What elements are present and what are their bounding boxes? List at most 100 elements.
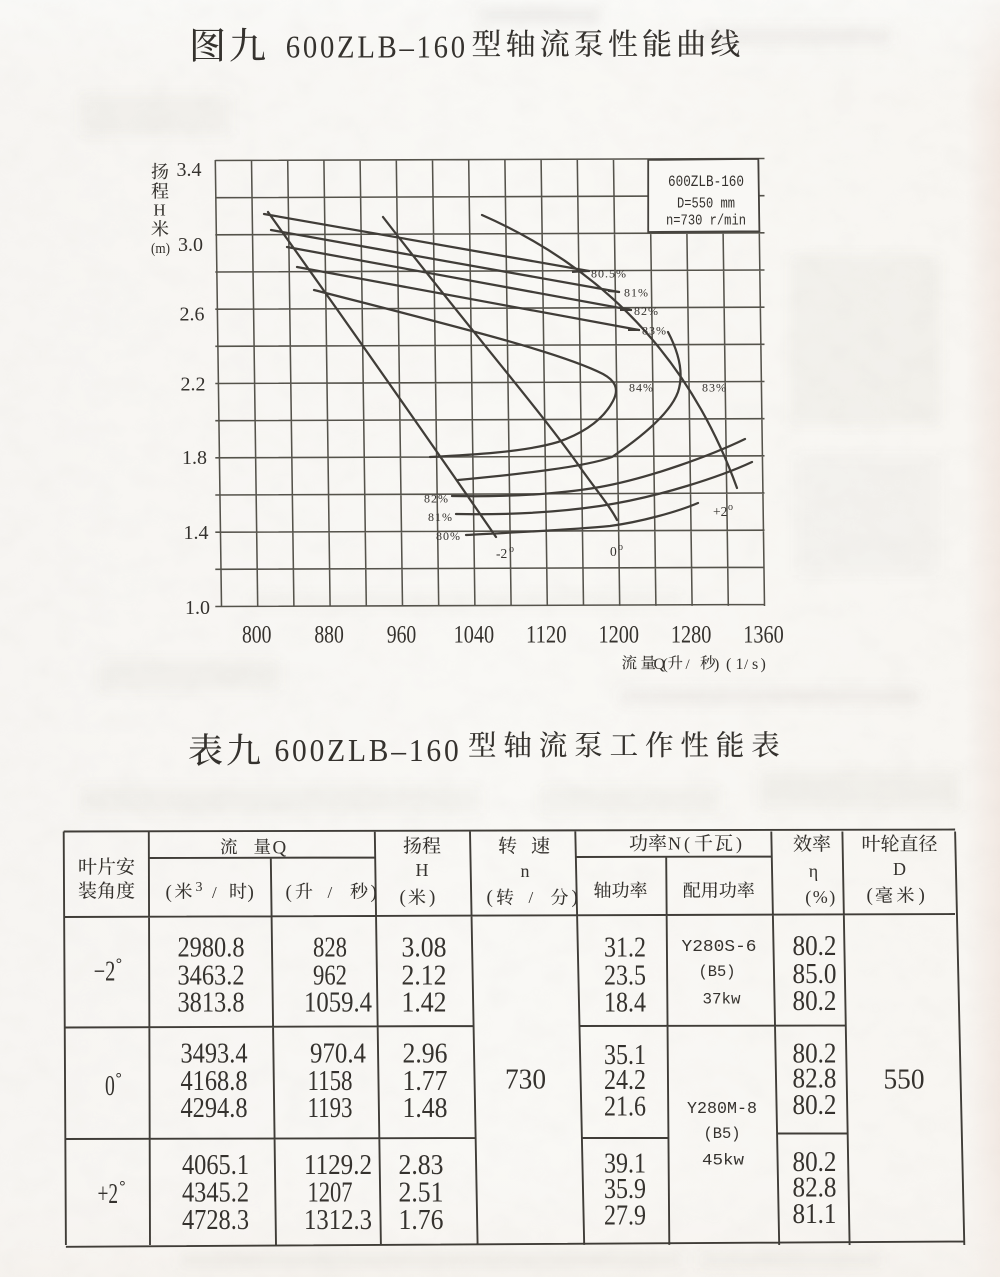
svg-text:0: 0 <box>610 544 617 559</box>
svg-text:960: 960 <box>387 622 417 649</box>
svg-text:27.9: 27.9 <box>604 1201 646 1232</box>
svg-text:(: ( <box>286 882 292 903</box>
svg-text:+2: +2 <box>98 1179 119 1210</box>
svg-text:/: / <box>744 657 749 673</box>
svg-text:n: n <box>521 861 530 881</box>
svg-text:800: 800 <box>242 622 272 649</box>
svg-text:80.5%: 80.5% <box>591 267 627 281</box>
svg-text:s: s <box>752 656 758 673</box>
svg-text:): ) <box>761 656 766 673</box>
svg-text:o: o <box>728 502 733 513</box>
svg-text:828: 828 <box>313 933 347 964</box>
svg-text:): ) <box>371 882 377 903</box>
svg-text:): ) <box>429 887 435 908</box>
svg-text:2.12: 2.12 <box>402 961 447 992</box>
svg-text:n=730 r/min: n=730 r/min <box>666 214 746 230</box>
svg-text:3.08: 3.08 <box>402 933 447 964</box>
svg-text:1207: 1207 <box>308 1178 353 1209</box>
svg-text:83%: 83% <box>702 381 727 395</box>
svg-text:(: ( <box>166 882 172 903</box>
svg-text:1280: 1280 <box>671 622 712 649</box>
svg-text:81%: 81% <box>624 286 649 300</box>
svg-text:o: o <box>509 544 514 555</box>
svg-text:23.5: 23.5 <box>604 961 646 992</box>
svg-text:o: o <box>618 542 623 553</box>
svg-text:1129.2: 1129.2 <box>304 1150 372 1181</box>
svg-text:1.77: 1.77 <box>403 1066 448 1097</box>
svg-text:(B5): (B5) <box>699 963 736 981</box>
svg-text:3: 3 <box>196 880 203 895</box>
svg-text:Q: Q <box>654 656 666 673</box>
svg-text:/: / <box>529 888 534 907</box>
svg-text:(m): (m) <box>151 241 170 257</box>
svg-text:1040: 1040 <box>454 622 495 649</box>
svg-text:600ZLB-160: 600ZLB-160 <box>668 173 744 191</box>
svg-text:600ZLB–160: 600ZLB–160 <box>275 733 462 768</box>
svg-text:/: / <box>328 883 333 902</box>
svg-text:): ) <box>248 882 254 903</box>
svg-text:1193: 1193 <box>308 1093 353 1124</box>
svg-text:4065.1: 4065.1 <box>182 1150 249 1181</box>
svg-text:37kw: 37kw <box>703 991 741 1009</box>
svg-text:80.2: 80.2 <box>793 1039 837 1070</box>
svg-text:81%: 81% <box>428 510 453 524</box>
svg-text:Y280M-8: Y280M-8 <box>687 1100 757 1119</box>
svg-text:35.1: 35.1 <box>604 1040 646 1071</box>
svg-text:82%: 82% <box>634 304 659 318</box>
svg-text:962: 962 <box>313 961 347 992</box>
svg-text:2.83: 2.83 <box>399 1150 444 1181</box>
svg-text:°: ° <box>116 955 123 974</box>
svg-text:82.8: 82.8 <box>793 1064 837 1095</box>
svg-text:1.48: 1.48 <box>403 1093 448 1124</box>
svg-text:(: ( <box>663 656 668 673</box>
svg-text:4728.3: 4728.3 <box>182 1205 249 1236</box>
svg-text:84%: 84% <box>629 381 654 395</box>
svg-text:): ) <box>919 885 925 906</box>
svg-text:80%: 80% <box>436 529 461 543</box>
svg-text:(%): (%) <box>805 887 836 908</box>
svg-text:Q: Q <box>273 838 287 859</box>
svg-text:1.42: 1.42 <box>402 988 447 1019</box>
svg-text:80.2: 80.2 <box>793 1090 837 1121</box>
svg-text:): ) <box>736 834 742 855</box>
svg-text:H: H <box>153 201 165 220</box>
svg-text:4345.2: 4345.2 <box>182 1178 249 1209</box>
svg-text:0: 0 <box>105 1071 115 1102</box>
svg-text:1200: 1200 <box>598 622 639 649</box>
svg-text:45kw: 45kw <box>702 1152 744 1170</box>
svg-text:4168.8: 4168.8 <box>181 1066 248 1097</box>
svg-text:N: N <box>668 834 681 854</box>
svg-text:η: η <box>809 861 818 881</box>
svg-text:39.1: 39.1 <box>604 1149 646 1180</box>
svg-text:°: ° <box>115 1070 122 1089</box>
svg-text:3493.4: 3493.4 <box>181 1039 248 1070</box>
svg-text:2.6: 2.6 <box>180 304 205 326</box>
svg-text:1.76: 1.76 <box>399 1205 444 1236</box>
svg-text:1120: 1120 <box>526 622 567 649</box>
svg-text:/: / <box>686 657 691 673</box>
svg-text:82%: 82% <box>424 492 449 506</box>
svg-text:35.9: 35.9 <box>604 1174 646 1205</box>
svg-text:2.2: 2.2 <box>181 374 206 396</box>
svg-text:+2: +2 <box>713 504 727 519</box>
svg-text:82.8: 82.8 <box>793 1173 837 1204</box>
svg-text:970.4: 970.4 <box>310 1039 366 1070</box>
svg-text:D: D <box>893 859 906 879</box>
svg-text:2.96: 2.96 <box>403 1039 448 1070</box>
svg-text:550: 550 <box>884 1064 925 1095</box>
svg-text:880: 880 <box>314 622 344 649</box>
svg-text:2980.8: 2980.8 <box>178 933 245 964</box>
svg-text:2.51: 2.51 <box>399 1178 444 1209</box>
svg-text:): ) <box>572 887 578 908</box>
svg-text:1360: 1360 <box>743 622 784 649</box>
svg-text:85.0: 85.0 <box>793 959 837 990</box>
svg-text:3.4: 3.4 <box>177 159 202 181</box>
svg-text:18.4: 18.4 <box>604 988 646 1019</box>
svg-text:31.2: 31.2 <box>604 933 646 964</box>
svg-text:Y280S-6: Y280S-6 <box>682 938 757 957</box>
svg-text:/: / <box>212 883 217 902</box>
svg-text:(: ( <box>726 656 731 673</box>
svg-text:°: ° <box>119 1178 126 1197</box>
svg-text:3813.8: 3813.8 <box>178 988 245 1019</box>
svg-text:80.2: 80.2 <box>793 986 837 1017</box>
